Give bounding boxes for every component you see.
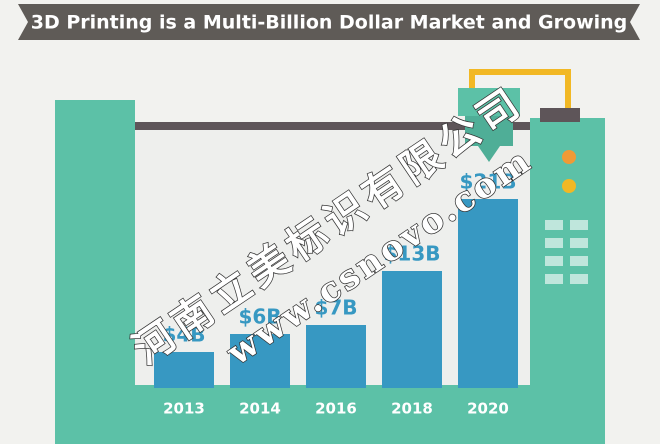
- light: [562, 179, 576, 193]
- extruder: [458, 88, 520, 116]
- buttons: [545, 220, 588, 284]
- bar: [230, 334, 290, 388]
- title-banner: [18, 4, 640, 40]
- bar: [306, 325, 366, 388]
- cable-box: [540, 108, 580, 122]
- x-tick-label: 2020: [467, 400, 509, 418]
- value-label: $4B: [162, 323, 205, 347]
- light: [562, 150, 576, 164]
- value-label: $6B: [238, 305, 281, 329]
- bar: [458, 199, 518, 388]
- x-tick-label: 2013: [163, 400, 205, 418]
- extruder-head: [465, 116, 513, 146]
- x-tick-label: 2018: [391, 400, 433, 418]
- cable: [469, 69, 571, 112]
- value-label: $21B: [460, 170, 517, 194]
- rail: [135, 122, 530, 130]
- bar: [154, 352, 214, 388]
- value-label: $13B: [384, 242, 441, 266]
- printer-right: [530, 118, 605, 444]
- x-tick-label: 2016: [315, 400, 357, 418]
- chart-title: 3D Printing is a Multi-Billion Dollar Ma…: [31, 12, 628, 34]
- bar: [382, 271, 442, 388]
- x-tick-label: 2014: [239, 400, 281, 418]
- nozzle: [478, 146, 500, 162]
- printer-base: [55, 385, 605, 444]
- value-label: $7B: [314, 296, 357, 320]
